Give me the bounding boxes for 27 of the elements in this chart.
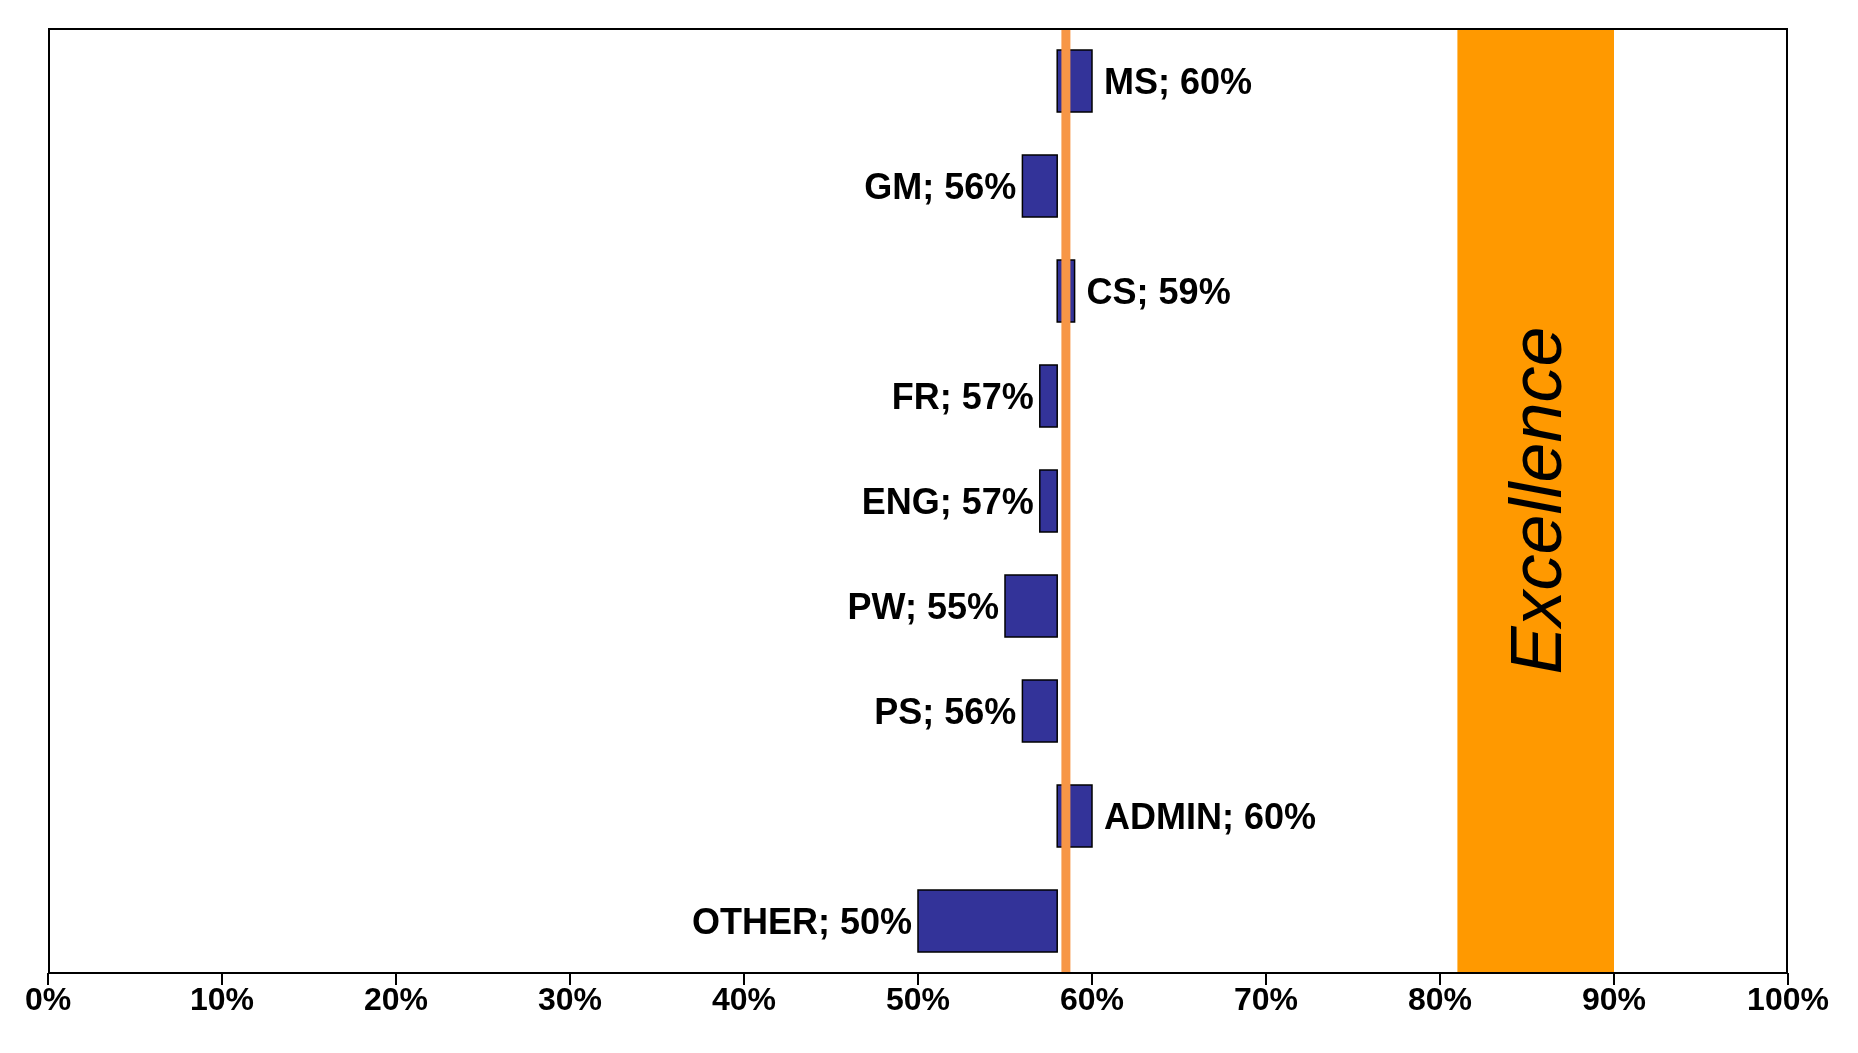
data-label: CS; 59% — [1086, 270, 1231, 312]
bar — [917, 889, 1058, 953]
x-tick-label: 60% — [1059, 980, 1125, 1017]
x-tick-label: 40% — [711, 980, 777, 1017]
bar — [1021, 154, 1058, 218]
data-label: FR; 57% — [891, 375, 1034, 417]
band-label: Excellence — [1495, 326, 1576, 675]
data-label: PS; 56% — [874, 690, 1017, 732]
bar — [1021, 679, 1058, 743]
x-tick-label: 100% — [1747, 980, 1829, 1017]
x-tick-label: 30% — [537, 980, 603, 1017]
x-tick-label: 20% — [363, 980, 429, 1017]
bar — [1039, 469, 1058, 533]
x-tick-label: 0% — [24, 980, 72, 1017]
x-tick-label: 80% — [1407, 980, 1473, 1017]
x-tick-label: 70% — [1233, 980, 1299, 1017]
data-label: ENG; 57% — [861, 480, 1034, 522]
bar — [1039, 364, 1058, 428]
bar — [1004, 574, 1058, 638]
data-label: PW; 55% — [847, 585, 999, 627]
data-label: ADMIN; 60% — [1104, 795, 1317, 837]
data-label: GM; 56% — [864, 165, 1017, 207]
x-tick-label: 50% — [885, 980, 951, 1017]
x-tick-label: 90% — [1581, 980, 1647, 1017]
x-tick-label: 10% — [189, 980, 255, 1017]
data-label: MS; 60% — [1104, 60, 1253, 102]
data-label: OTHER; 50% — [691, 900, 912, 942]
